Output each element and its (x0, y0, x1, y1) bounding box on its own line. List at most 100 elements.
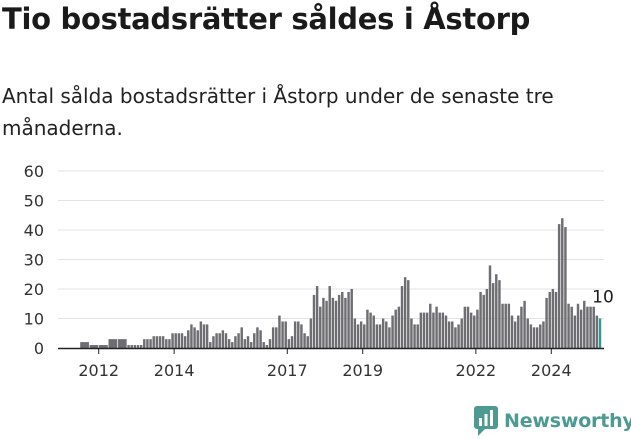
bar (372, 315, 375, 348)
bar (526, 318, 529, 348)
bar (99, 345, 108, 348)
brand-logo[interactable]: Newsworthy (474, 406, 631, 436)
bar (441, 312, 445, 348)
bar (579, 309, 583, 348)
bar (143, 339, 146, 348)
bar (460, 318, 463, 348)
x-tick-label: 2012 (78, 361, 119, 380)
bar (407, 280, 410, 348)
bar (161, 336, 165, 348)
newsworthy-logo-icon (474, 406, 498, 436)
bar (152, 336, 155, 348)
bar (265, 345, 269, 348)
bar (240, 327, 243, 348)
bar (476, 309, 479, 348)
bar (190, 324, 193, 348)
bar (281, 321, 284, 348)
y-tick-label: 40 (24, 221, 44, 240)
bar (221, 330, 225, 348)
bar (319, 306, 322, 348)
brand-name: Newsworthy (504, 410, 631, 432)
y-tick-label: 60 (24, 162, 44, 181)
y-tick-label: 10 (24, 310, 44, 329)
bar (231, 342, 234, 348)
bar (300, 324, 303, 348)
bar (337, 294, 341, 348)
bar (485, 289, 489, 348)
bar (133, 345, 137, 348)
bar (293, 321, 297, 348)
bar (429, 303, 432, 348)
bar (435, 306, 438, 348)
bar (419, 312, 423, 348)
bar (589, 306, 592, 348)
bar (586, 306, 589, 348)
bar (177, 333, 181, 348)
bar (344, 297, 347, 348)
bar (444, 315, 448, 348)
bar (469, 312, 473, 348)
bar (234, 336, 237, 348)
bar (306, 336, 309, 348)
bar (432, 312, 435, 348)
bar (551, 289, 555, 348)
bar (136, 345, 140, 348)
bar (249, 342, 253, 348)
bar (385, 321, 388, 348)
bar (268, 339, 272, 348)
bar (253, 333, 256, 348)
bar (196, 330, 199, 348)
bar (491, 283, 495, 348)
bar (403, 277, 407, 348)
bar (353, 318, 357, 348)
bar (309, 318, 313, 348)
bar (539, 324, 542, 348)
bar (209, 342, 212, 348)
latest-value-label: 10 (592, 288, 614, 308)
bar (542, 321, 545, 348)
bar (416, 324, 419, 348)
x-tick-label: 2024 (531, 361, 572, 380)
bar (554, 291, 558, 348)
bar (127, 345, 130, 348)
bar (312, 294, 316, 348)
bar (168, 339, 171, 348)
bar (438, 312, 441, 348)
bar (347, 291, 350, 348)
bar (397, 306, 401, 348)
bar (146, 339, 149, 348)
bar (394, 309, 397, 348)
bar (334, 300, 338, 348)
bar (381, 318, 385, 348)
bar (117, 339, 127, 348)
bar (108, 339, 118, 348)
bar (256, 327, 259, 348)
bar (529, 324, 533, 348)
chart-title: Tio bostadsrätter såldes i Åstorp (2, 2, 531, 36)
bar (212, 336, 215, 348)
bar (479, 291, 482, 348)
bar (183, 336, 187, 348)
bar (592, 306, 595, 348)
x-tick-label: 2014 (154, 361, 195, 380)
bar (520, 306, 523, 348)
bar (504, 303, 507, 348)
x-tick-label: 2019 (342, 361, 383, 380)
bar (473, 315, 476, 348)
bar (369, 312, 372, 348)
bar (139, 345, 143, 348)
bar (375, 324, 379, 348)
bar (488, 265, 492, 348)
bar (548, 291, 551, 348)
bar (535, 327, 539, 348)
bar (328, 286, 331, 348)
bar (130, 345, 133, 348)
bar (278, 315, 281, 348)
bar (510, 315, 514, 348)
chart-annotations: 10 (592, 288, 614, 308)
y-tick-label: 50 (24, 192, 44, 211)
bar (259, 330, 262, 348)
bar (363, 324, 366, 348)
bar (262, 342, 265, 348)
bar (517, 315, 520, 348)
